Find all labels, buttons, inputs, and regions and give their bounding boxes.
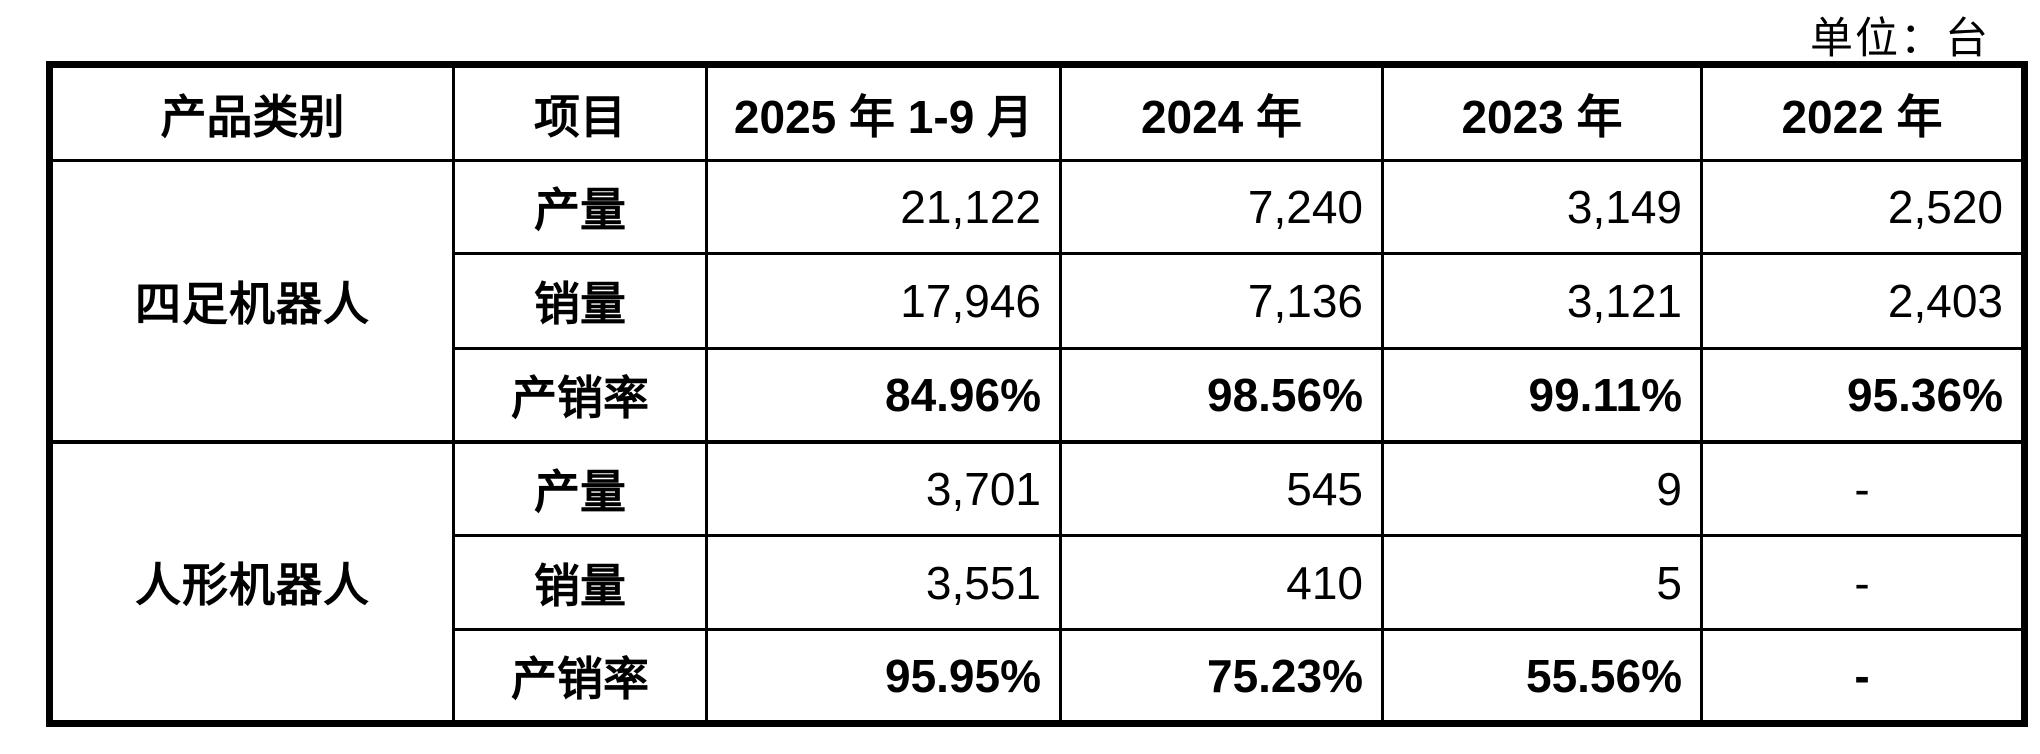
value-cell: 84.96% xyxy=(705,347,1062,443)
value-cell: 3,551 xyxy=(705,534,1062,631)
value-cell: 9 xyxy=(1381,439,1703,537)
table-row: 四足机器人 产量 21,122 7,240 3,149 2,520 xyxy=(48,159,2026,443)
value-cell: 98.56% xyxy=(1059,347,1384,443)
value-cell: 3,701 xyxy=(705,439,1062,537)
table-row: 销量 17,946 7,136 3,121 2,403 xyxy=(50,252,2026,350)
value-cell: 3,149 xyxy=(1381,159,1703,255)
value-cell: 7,240 xyxy=(1059,159,1384,255)
value-cell: 2,403 xyxy=(1700,252,2026,350)
item-label: 销量 xyxy=(452,252,708,350)
header-period-2022: 2022 年 xyxy=(1700,63,2026,162)
value-cell: - xyxy=(1700,534,2026,631)
table-row: 产销率 95.95% 75.23% 55.56% - xyxy=(50,628,2026,725)
value-cell: 75.23% xyxy=(1059,628,1384,725)
category-humanoid-robot: 人形机器人 xyxy=(48,439,455,725)
value-cell: 55.56% xyxy=(1381,628,1703,725)
table-row: 人形机器人 产量 3,701 545 9 - xyxy=(48,439,2026,725)
value-cell: 5 xyxy=(1381,534,1703,631)
header-product-category: 产品类别 xyxy=(48,63,455,162)
table-row: 销量 3,551 410 5 - xyxy=(50,534,2026,631)
item-label: 产销率 xyxy=(452,347,708,443)
table-row: 产销率 84.96% 98.56% 99.11% 95.36% xyxy=(50,347,2026,443)
unit-label: 单位：台 xyxy=(1810,16,1990,63)
value-cell: 545 xyxy=(1059,439,1384,537)
value-cell: 95.95% xyxy=(705,628,1062,725)
value-cell: 21,122 xyxy=(705,159,1062,255)
value-cell: 3,121 xyxy=(1381,252,1703,350)
header-period-2024: 2024 年 xyxy=(1059,63,1384,162)
value-cell: 2,520 xyxy=(1700,159,2026,255)
header-period-2025: 2025 年 1-9 月 xyxy=(705,63,1062,162)
value-cell: 410 xyxy=(1059,534,1384,631)
value-cell: - xyxy=(1700,628,2026,725)
production-sales-table: 产品类别 项目 2025 年 1-9 月 2024 年 2023 年 2022 … xyxy=(46,61,2028,727)
item-label: 产量 xyxy=(452,439,708,537)
value-cell: 7,136 xyxy=(1059,252,1384,350)
item-label: 产量 xyxy=(452,159,708,255)
value-cell: - xyxy=(1700,439,2026,537)
header-period-2023: 2023 年 xyxy=(1381,63,1703,162)
value-cell: 95.36% xyxy=(1700,347,2026,443)
value-cell: 17,946 xyxy=(705,252,1062,350)
category-quadruped-robot: 四足机器人 xyxy=(48,159,455,443)
table-header-row: 产品类别 项目 2025 年 1-9 月 2024 年 2023 年 2022 … xyxy=(48,63,2026,162)
header-item: 项目 xyxy=(452,63,708,162)
item-label: 销量 xyxy=(452,534,708,631)
item-label: 产销率 xyxy=(452,628,708,725)
value-cell: 99.11% xyxy=(1381,347,1703,443)
